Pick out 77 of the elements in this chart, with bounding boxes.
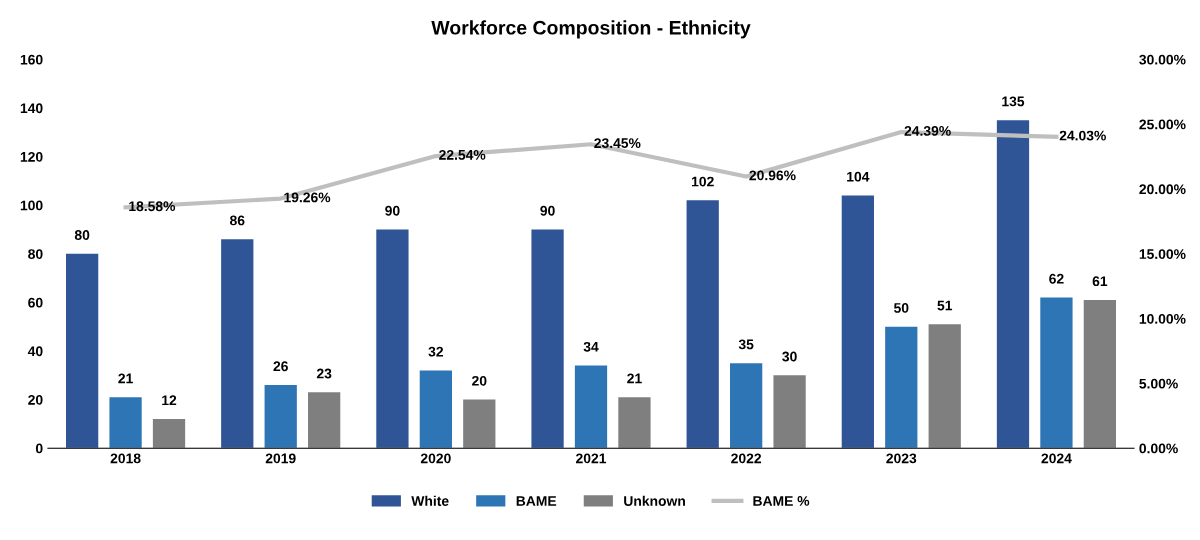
y-tick-label: 40 [27, 346, 43, 357]
data-label: 50 [893, 303, 909, 313]
y-tick-label: 80 [28, 249, 43, 259]
data-label: 86 [229, 215, 245, 226]
data-label: 90 [385, 205, 400, 216]
bar [376, 229, 409, 449]
data-label: 102 [691, 176, 714, 187]
y2-tick-label: 20.00% [1139, 184, 1186, 195]
data-label: 30 [782, 351, 797, 362]
bar [1083, 299, 1116, 449]
data-label: 20.96% [749, 170, 796, 181]
x-tick-label: 2018 [110, 453, 141, 464]
bar [308, 392, 341, 449]
x-tick-label: 2020 [420, 453, 451, 464]
data-label: 21 [118, 373, 133, 384]
data-label: 12 [162, 395, 177, 406]
bar [730, 363, 763, 449]
y-tick-label: 120 [20, 151, 43, 162]
y2-tick-label: 10.00% [1139, 313, 1186, 324]
data-label: 104 [847, 171, 870, 182]
bar [773, 375, 806, 449]
bar [152, 419, 186, 449]
y-tick-label: 0 [35, 443, 43, 454]
bar [686, 200, 719, 449]
x-tick-label: 2023 [886, 453, 917, 464]
data-label: 20 [472, 375, 487, 386]
legend-label: Unknown [624, 495, 685, 506]
y-tick-label: 60 [28, 297, 43, 308]
bar [885, 326, 918, 449]
data-label: 21 [627, 373, 642, 384]
legend-label: BAME % [753, 496, 810, 506]
data-label: 26 [273, 361, 288, 372]
y-tick-label: 20 [28, 394, 43, 405]
bar [531, 229, 564, 449]
data-label: 90 [540, 205, 555, 216]
bar [618, 397, 651, 449]
bar [264, 385, 297, 449]
bar [1040, 297, 1073, 449]
data-label: 32 [428, 346, 444, 357]
bar [463, 399, 496, 449]
bar [574, 365, 608, 449]
y2-tick-label: 0.00% [1139, 443, 1178, 454]
y-tick-label: 160 [20, 54, 43, 65]
x-tick-label: 2019 [265, 453, 296, 464]
bar [66, 253, 99, 449]
data-label: 80 [74, 230, 90, 240]
data-label: 61 [1092, 276, 1108, 287]
bar [928, 324, 961, 449]
y2-tick-label: 25.00% [1139, 119, 1186, 130]
data-label: 22.54% [439, 149, 486, 160]
data-label: 35 [738, 339, 754, 350]
bar [419, 370, 452, 449]
data-label: 34 [583, 341, 599, 352]
y-tick-label: 100 [20, 200, 43, 211]
data-label: 135 [1002, 96, 1025, 107]
data-label: 23 [316, 368, 332, 379]
x-tick-label: 2022 [731, 453, 762, 464]
legend-label: White [411, 495, 449, 506]
legend-label: BAME [516, 496, 557, 506]
bar [221, 239, 254, 449]
data-label: 24.39% [904, 126, 951, 136]
data-label: 62 [1049, 273, 1064, 284]
x-tick-label: 2021 [576, 453, 607, 464]
x-tick-label: 2024 [1041, 453, 1072, 464]
data-label: 23.45% [594, 138, 641, 149]
data-label: 19.26% [284, 192, 331, 203]
y-tick-label: 140 [20, 103, 43, 114]
y2-tick-label: 5.00% [1139, 378, 1178, 389]
data-label: 18.58% [129, 201, 176, 212]
y2-tick-label: 15.00% [1139, 249, 1186, 259]
bar [996, 120, 1030, 449]
data-label: 51 [937, 300, 953, 311]
bar [841, 195, 874, 449]
bar [109, 397, 142, 449]
y2-tick-label: 30.00% [1139, 54, 1186, 65]
data-label: 24.03% [1059, 130, 1106, 141]
chart-title: Workforce Composition - Ethnicity [431, 20, 751, 39]
